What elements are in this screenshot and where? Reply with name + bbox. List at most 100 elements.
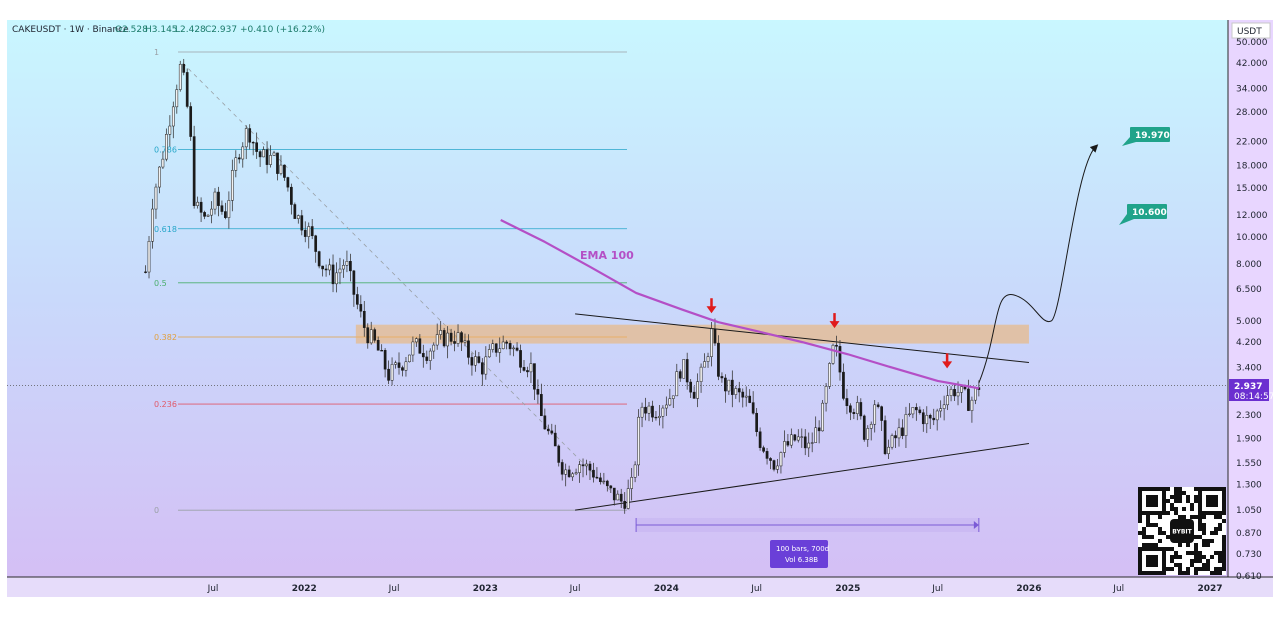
symbol-header: CAKEUSDT · 1W · Binance O2.528 H3.145 L2… <box>12 25 325 35</box>
time-tick-2: Jul <box>388 584 400 594</box>
target-high-label: 19.970 <box>1135 131 1170 141</box>
candle-body <box>786 441 790 446</box>
candle-body <box>147 241 151 273</box>
candle-body <box>734 388 738 395</box>
candle-body <box>647 405 651 414</box>
candle <box>602 472 606 485</box>
qr-module <box>1186 495 1190 499</box>
qr-module <box>1194 487 1198 491</box>
candle-body <box>675 371 679 397</box>
candle <box>821 399 824 432</box>
candle <box>696 373 699 408</box>
price-axis[interactable]: 50.000 42.000 34.000 28.000 22.000 18.000 15.0… <box>1236 38 1268 582</box>
resistance-trendline[interactable] <box>575 313 1030 363</box>
qr-module <box>1198 555 1202 559</box>
projection-path[interactable] <box>978 144 1099 384</box>
supply-zone[interactable] <box>355 324 1029 344</box>
target-high[interactable]: 19.970 <box>1122 127 1170 146</box>
candle-body <box>144 271 147 273</box>
candle-body <box>623 500 627 509</box>
candle-body <box>283 164 286 178</box>
trendlines[interactable] <box>7 313 1228 511</box>
candle <box>779 451 783 474</box>
candle <box>189 102 193 141</box>
candle <box>227 191 231 229</box>
range-vol-label: Vol 6.38B <box>785 556 818 564</box>
candle-body <box>897 427 901 439</box>
ema-100-line[interactable] <box>500 219 980 390</box>
candle <box>192 125 196 209</box>
candle <box>942 395 946 421</box>
time-tick-5: 2024 <box>654 584 679 594</box>
time-axis[interactable]: Jul 2022 Jul 2023 Jul 2024 Jul 2025 Jul 2026 Jul 20… <box>207 584 1223 594</box>
candle-body <box>574 472 578 475</box>
qr-module <box>1198 559 1202 563</box>
candle <box>682 359 686 379</box>
candle-body <box>307 226 311 237</box>
candle-body <box>355 294 359 305</box>
candle-body <box>852 412 856 414</box>
candle-body <box>824 386 828 404</box>
bybit-qr-logo: BYBIT <box>1138 487 1226 575</box>
candle <box>470 352 474 376</box>
date-range-measure[interactable] <box>635 518 980 532</box>
candle-body <box>293 204 297 219</box>
candle-body <box>404 361 408 371</box>
candle <box>376 336 380 351</box>
ema-label: EMA 100 <box>580 249 634 262</box>
qr-module <box>1138 515 1142 519</box>
candle-body <box>557 445 561 463</box>
candle-body <box>161 158 165 168</box>
candle-body <box>546 428 550 432</box>
candle <box>689 379 693 399</box>
qr-module <box>1174 551 1178 555</box>
candle-body <box>821 402 824 432</box>
candle <box>446 326 449 359</box>
candle-body <box>300 215 304 231</box>
candle-body <box>317 251 321 267</box>
candle <box>526 366 529 378</box>
candle-body <box>352 270 356 295</box>
qr-module <box>1142 531 1146 535</box>
candle <box>661 405 665 429</box>
candle <box>206 214 210 217</box>
ema-100-path[interactable] <box>500 219 980 390</box>
current-price-tag[interactable]: 2.937 08:14:57 <box>1229 379 1274 402</box>
candle <box>876 402 880 409</box>
candle-body <box>397 362 401 368</box>
candle-body <box>418 338 422 354</box>
candle-body <box>192 136 196 206</box>
candle-body <box>487 349 491 358</box>
candle <box>751 391 755 415</box>
candle-body <box>730 379 734 395</box>
qr-module <box>1202 515 1206 519</box>
currency-box[interactable] <box>1231 22 1271 39</box>
supply-zone-rect[interactable] <box>355 324 1029 344</box>
time-tick-1: 2022 <box>292 584 317 594</box>
qr-module <box>1190 563 1194 567</box>
qr-module <box>1150 543 1154 547</box>
candle <box>480 358 484 386</box>
candle <box>609 485 613 493</box>
candle <box>290 183 293 215</box>
candle-body <box>918 409 922 413</box>
candle <box>498 337 502 363</box>
support-trendline[interactable] <box>575 442 1030 511</box>
qr-module <box>1170 559 1174 563</box>
candle-body <box>630 477 633 489</box>
projection-curve[interactable] <box>978 144 1099 384</box>
candle-body <box>921 412 925 425</box>
price-tick-14: 2.300 <box>1236 411 1262 421</box>
candle-body <box>359 304 363 312</box>
candle <box>224 202 227 220</box>
price-tick-11: 5.000 <box>1236 317 1262 327</box>
candle-body <box>741 391 745 398</box>
target-low[interactable]: 10.600 <box>1119 204 1167 225</box>
candle-body <box>165 134 168 160</box>
candle-body <box>390 364 394 381</box>
price-tick-17: 1.300 <box>1236 480 1262 490</box>
qr-finder-inner-0 <box>1146 495 1158 507</box>
time-tick-7: 2025 <box>835 584 860 594</box>
price-tick-12: 4.200 <box>1236 338 1262 348</box>
